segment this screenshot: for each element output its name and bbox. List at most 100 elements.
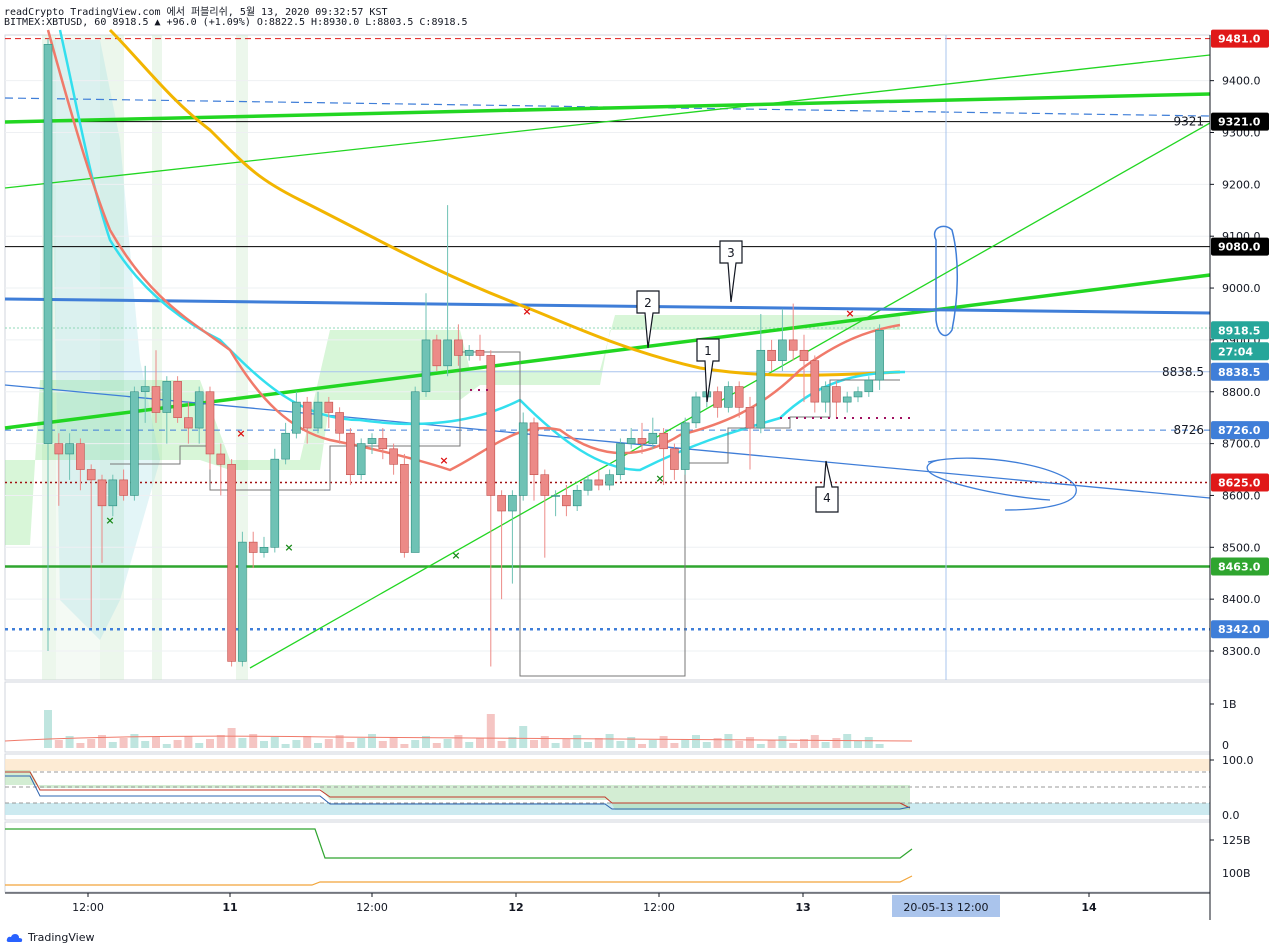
price-tag[interactable] [1211, 342, 1269, 361]
candle-body[interactable] [410, 391, 420, 553]
volume-bar [832, 738, 841, 748]
candle-body[interactable] [605, 474, 614, 486]
candle-body[interactable] [572, 489, 582, 507]
candle-body[interactable] [76, 443, 85, 470]
candle-body[interactable] [788, 339, 798, 351]
volume-bar [152, 737, 160, 748]
candle-body[interactable] [421, 339, 431, 393]
crosshair-time-tag[interactable] [892, 895, 1000, 917]
candle-body[interactable] [778, 339, 787, 361]
candle-body[interactable] [464, 349, 474, 356]
candle-body[interactable] [454, 339, 463, 356]
candle-body[interactable] [324, 401, 334, 413]
price-tag[interactable] [1211, 421, 1269, 440]
candle-body[interactable] [475, 349, 485, 356]
price-tag[interactable] [1211, 321, 1269, 340]
candle-body[interactable] [670, 448, 679, 470]
price-tag[interactable] [1211, 473, 1269, 492]
volume-bar [432, 743, 441, 748]
price-axis[interactable]: 8300.08400.08500.08600.08700.08800.08900… [1209, 29, 1269, 920]
candle-body[interactable] [184, 417, 193, 429]
candle-body[interactable] [140, 386, 150, 393]
candle-body[interactable] [486, 355, 496, 496]
candle-body[interactable] [637, 438, 647, 444]
candle-body[interactable] [302, 401, 312, 429]
candle-body[interactable] [151, 386, 161, 413]
candle-body[interactable] [270, 458, 280, 548]
candle-body[interactable] [367, 438, 377, 444]
time-axis[interactable]: 12:00 11 12:00 12 12:00 13 14 20-05-13 12:00 [5, 892, 1210, 917]
tradingview-logo[interactable]: TradingView [6, 931, 94, 944]
candle-body[interactable] [713, 391, 722, 408]
candle-body[interactable] [756, 349, 766, 429]
candle-body[interactable] [432, 339, 442, 367]
price-tag[interactable] [1211, 29, 1269, 48]
candle-body[interactable] [205, 391, 215, 455]
candle-series[interactable] [43, 38, 884, 667]
candle-body[interactable] [65, 443, 74, 455]
candle-body[interactable] [97, 479, 107, 507]
candle-body[interactable] [583, 479, 593, 491]
candle-body[interactable] [346, 432, 355, 476]
candle-body[interactable] [378, 438, 388, 450]
candle-body[interactable] [400, 464, 409, 553]
candle-body[interactable] [162, 381, 172, 413]
candle-body[interactable] [108, 479, 118, 507]
candle-body[interactable] [799, 349, 809, 361]
candle-body[interactable] [281, 432, 290, 460]
price-tag[interactable] [1211, 237, 1269, 256]
price-tag[interactable] [1211, 557, 1269, 576]
candle-body[interactable] [119, 479, 128, 496]
candle-body[interactable] [875, 330, 884, 381]
candle-body[interactable] [238, 541, 247, 662]
candle-body[interactable] [562, 495, 571, 507]
candle-body[interactable] [292, 401, 301, 434]
candle-body[interactable] [648, 432, 658, 444]
candle-body[interactable] [194, 391, 204, 429]
candle-body[interactable] [86, 469, 96, 481]
candle-body[interactable] [626, 438, 636, 444]
candle-body[interactable] [540, 474, 550, 496]
price-tag[interactable] [1211, 620, 1269, 639]
candle-body[interactable] [724, 386, 733, 408]
candle-body[interactable] [216, 453, 226, 465]
candle-body[interactable] [680, 422, 690, 470]
candle-body[interactable] [529, 422, 539, 476]
candle-body[interactable] [130, 391, 139, 496]
candle-body[interactable] [173, 381, 182, 418]
candle-body[interactable] [43, 44, 53, 444]
main-price-pane[interactable]: × × × × × × × × 1 2 3 4 9321 8838.5 8726 [4, 28, 1211, 681]
candle-body[interactable] [659, 432, 668, 450]
candle-body[interactable] [864, 379, 874, 393]
candle-body[interactable] [518, 422, 528, 496]
candle-body[interactable] [335, 412, 344, 434]
candle-body[interactable] [313, 401, 323, 429]
candle-body[interactable] [594, 479, 604, 486]
price-tag[interactable] [1211, 112, 1269, 131]
candle-body[interactable] [227, 464, 236, 662]
callout-3-bubble [719, 240, 743, 303]
candle-body[interactable] [616, 443, 625, 476]
candle-body[interactable] [832, 386, 841, 403]
candle-body[interactable] [508, 495, 517, 512]
candle-body[interactable] [691, 396, 701, 424]
candle-body[interactable] [842, 396, 852, 403]
candle-body[interactable] [551, 495, 560, 497]
candle-body[interactable] [443, 339, 452, 367]
candle-body[interactable] [259, 546, 269, 553]
candle-body[interactable] [497, 495, 506, 512]
candle-body[interactable] [248, 541, 258, 553]
candle-body[interactable] [745, 407, 755, 429]
volume-bar [400, 744, 409, 748]
volume-bar [789, 743, 798, 748]
price-tag[interactable] [1211, 362, 1269, 381]
candle-body[interactable] [853, 391, 863, 398]
candle-body[interactable] [54, 443, 64, 455]
candle-body[interactable] [810, 360, 820, 403]
candle-body[interactable] [821, 386, 830, 403]
candle-body[interactable] [734, 386, 744, 408]
candle-body[interactable] [356, 443, 366, 476]
candle-body[interactable] [767, 349, 776, 361]
candle-body[interactable] [389, 448, 398, 465]
